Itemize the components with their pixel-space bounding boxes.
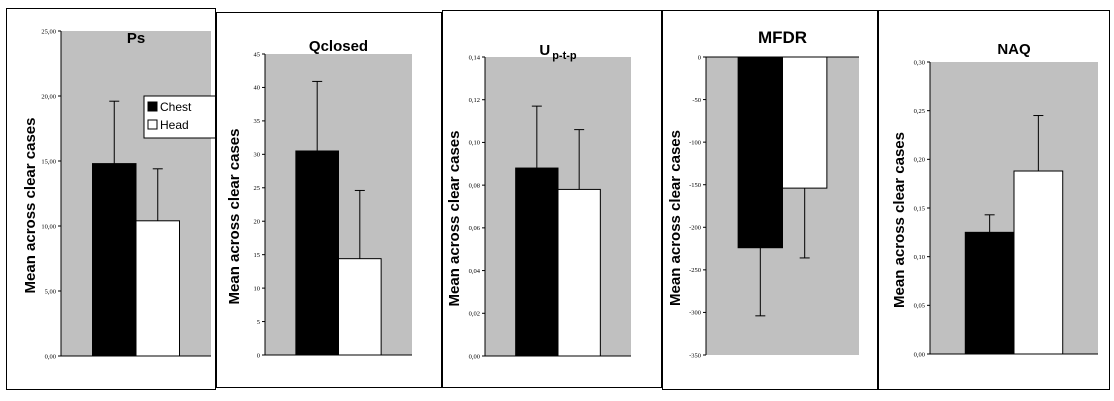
legend-label-chest: Chest [160, 100, 192, 114]
y-tick-label: 45 [254, 51, 261, 58]
y-tick-label: 0,15 [914, 205, 925, 212]
y-tick-label: 0,05 [914, 303, 925, 310]
chart-title: NAQ [997, 41, 1031, 58]
y-tick-label: -350 [689, 352, 701, 359]
bar-chest [92, 163, 137, 357]
y-tick-label: 10 [254, 285, 261, 292]
y-tick-label: -150 [689, 182, 701, 189]
y-axis-label: Mean across clear cases [22, 118, 39, 294]
y-axis-label: Mean across clear cases [891, 132, 908, 308]
chart-panel-5: 0,00 0,05 0,10 0,15 0,20 0,25 0,30 NAQ Mean acro… [878, 10, 1110, 390]
y-tick-label: 0,00 [469, 353, 480, 360]
y-tick-label: 0,12 [469, 97, 480, 104]
bar-chest [515, 167, 559, 357]
chart-svg: 0 -50 -100 -150 -200 -250 -300 -350 MFDR Mean acr… [667, 28, 859, 359]
y-tick-label: -50 [692, 97, 701, 104]
y-tick-label: 15,00 [41, 158, 56, 165]
y-tick-label: -200 [689, 225, 701, 232]
y-tick-label: -100 [689, 139, 701, 146]
y-axis-label: Mean across clear cases [446, 131, 463, 307]
chart-svg: 0,00 5,00 10,00 15,00 20,00 25,00 Ps Mean acros… [22, 28, 215, 360]
y-tick-label: 5,00 [45, 288, 56, 295]
y-tick-label: 0,30 [914, 59, 925, 66]
y-axis-label: Mean across clear cases [226, 129, 243, 305]
legend-swatch-head [147, 119, 158, 130]
y-tick-label: 35 [254, 118, 261, 125]
bar-head [1013, 170, 1064, 355]
y-tick-label: 0,08 [469, 182, 480, 189]
y-tick-label: 0,25 [914, 108, 925, 115]
bar-chest [964, 231, 1015, 355]
y-tick-label: 0,04 [469, 268, 481, 275]
chart-svg: 0 5 10 15 20 25 30 35 40 45 Qclosed Mean across cle… [226, 38, 412, 359]
chart-panel-2: 0 5 10 15 20 25 30 35 40 45 Qclosed Mean across cle… [216, 12, 442, 388]
y-tick-label: 10,00 [41, 223, 56, 230]
bar-head [782, 56, 828, 189]
y-tick-label: 30 [254, 152, 261, 159]
chart-panel-4: 0 -50 -100 -150 -200 -250 -300 -350 MFDR Mean acr… [662, 10, 878, 390]
legend-swatch-chest [147, 101, 158, 112]
bar-head [557, 188, 601, 357]
y-tick-label: 15 [254, 252, 261, 259]
y-tick-label: 0,02 [469, 311, 480, 318]
bar-head [135, 220, 180, 357]
chart-title: Qclosed [309, 38, 368, 55]
legend-label-head: Head [160, 118, 189, 132]
y-axis-label: Mean across clear cases [667, 130, 684, 306]
y-tick-label: 0,10 [914, 254, 925, 261]
y-tick-label: 0,20 [914, 157, 925, 164]
y-tick-label: 25 [254, 185, 261, 192]
bar-chest [295, 150, 340, 356]
chart-title-subscript: p-t-p [552, 50, 577, 62]
y-tick-label: 0 [698, 54, 701, 61]
y-tick-label: 0,14 [469, 54, 481, 61]
y-tick-label: 0,00 [914, 351, 925, 358]
chart-title: Ps [127, 30, 145, 47]
y-tick-label: 40 [254, 85, 261, 92]
chart-svg: 0,00 0,05 0,10 0,15 0,20 0,25 0,30 NAQ Mean acro… [891, 41, 1098, 358]
bar-head [338, 258, 382, 356]
y-tick-label: 0,06 [469, 225, 481, 232]
y-tick-label: -250 [689, 267, 701, 274]
y-tick-label: 0,10 [469, 140, 480, 147]
chart-panel-1: 0,00 5,00 10,00 15,00 20,00 25,00 Ps Mean acros… [6, 8, 216, 390]
y-tick-label: 0,00 [45, 353, 56, 360]
y-tick-label: 20 [254, 219, 261, 226]
y-tick-label: 5 [257, 319, 260, 326]
y-tick-label: -300 [689, 310, 701, 317]
bar-chest [737, 56, 783, 249]
y-tick-label: 25,00 [41, 28, 56, 35]
y-tick-label: 20,00 [41, 93, 56, 100]
chart-title: MFDR [758, 28, 807, 47]
y-tick-label: 0 [257, 352, 260, 359]
